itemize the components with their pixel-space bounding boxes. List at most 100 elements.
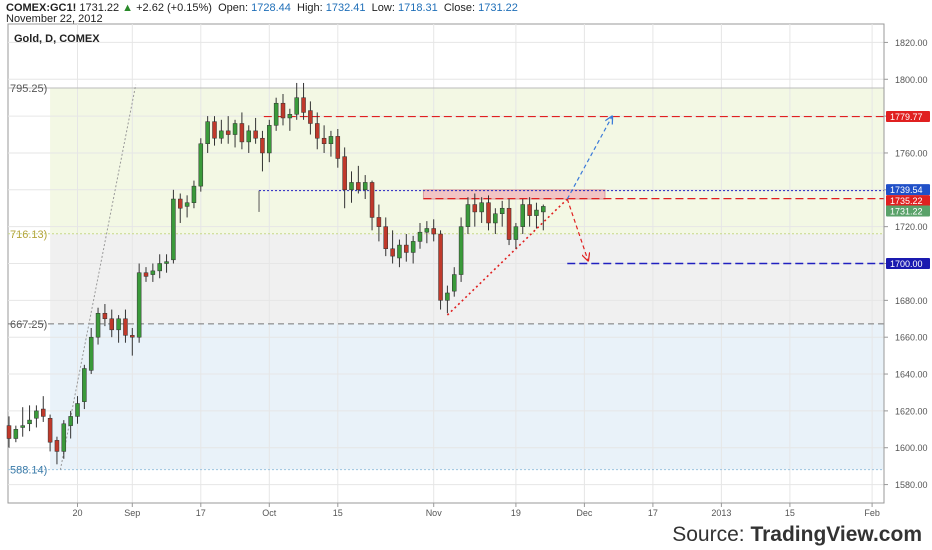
candle-body <box>61 423 67 452</box>
candle-body <box>506 207 512 240</box>
x-tick-label: Feb <box>864 508 880 518</box>
candle-body <box>362 182 368 191</box>
candle-body <box>205 121 210 145</box>
candle-body <box>527 204 532 216</box>
open-value: 1728.44 <box>251 2 291 14</box>
candle-body <box>328 136 334 144</box>
candle-body <box>136 272 142 338</box>
candle-body <box>184 202 190 207</box>
symbol-header: COMEX:GC1! 1731.22 ▲ +2.62 (+0.15%) Open… <box>6 2 518 14</box>
candle-body <box>301 97 306 113</box>
candle-body <box>465 204 471 227</box>
candle-body <box>410 241 416 253</box>
candle-body <box>472 204 478 213</box>
candle-body <box>164 261 169 264</box>
fib-level-label: 795.25) <box>10 83 47 95</box>
y-tick-label: 1660.00 <box>895 333 928 343</box>
candle-body <box>541 206 546 213</box>
candle-body <box>479 202 484 213</box>
source-brand: TradingView.com <box>750 523 922 546</box>
x-tick-label: 17 <box>196 508 206 518</box>
candle-body <box>198 143 204 187</box>
candle-body <box>397 244 402 259</box>
price-label-box <box>886 111 930 123</box>
candle-body <box>424 228 430 233</box>
candle-body <box>232 123 238 135</box>
candle-body <box>273 102 279 126</box>
source-credit: Source: TradingView.com <box>672 523 922 547</box>
source-prefix: Source: <box>672 523 751 546</box>
candle-body <box>376 217 382 227</box>
candle-body <box>534 209 539 216</box>
price-label-text: 1735.22 <box>890 196 923 206</box>
x-tick-label: 15 <box>333 508 343 518</box>
fib-trend-line <box>59 84 137 470</box>
x-tick-label: 15 <box>785 508 795 518</box>
fib-level-label: 588.14) <box>10 465 47 477</box>
candle-body <box>431 228 436 235</box>
candle-body <box>171 198 176 261</box>
y-tick-label: 1580.00 <box>895 480 928 490</box>
candle-body <box>68 416 73 426</box>
symbol-name: COMEX:GC1! <box>6 2 77 14</box>
candle-body <box>349 182 354 191</box>
price-label-box <box>886 205 930 217</box>
candle-body <box>267 125 272 154</box>
candle-body <box>383 226 388 250</box>
price-label-box <box>886 258 930 269</box>
candle-body <box>458 226 464 275</box>
candle-body <box>493 213 498 224</box>
candle-body <box>253 130 258 139</box>
candle-body <box>88 336 94 371</box>
candle-body <box>321 137 327 145</box>
candle-body <box>27 419 32 425</box>
candle-body <box>20 425 25 428</box>
candle-body <box>157 263 162 272</box>
fib-level-label: 716.13) <box>10 229 47 241</box>
bearish-arrow <box>566 198 588 260</box>
high-label: High: <box>297 2 323 14</box>
candle-body <box>404 244 409 253</box>
candle-body <box>287 114 293 119</box>
x-tick-label: Dec <box>576 508 593 518</box>
pane-title: Gold, D, COMEX <box>14 33 100 45</box>
candle-body <box>356 182 361 191</box>
x-tick-label: Nov <box>426 508 443 518</box>
candle-body <box>41 408 46 417</box>
candle-body <box>150 270 156 275</box>
change-up-icon: ▲ <box>122 2 134 14</box>
candle-body <box>82 368 87 402</box>
candle-body <box>95 312 101 338</box>
x-tick-label: 20 <box>72 508 82 518</box>
price-label-text: 1739.54 <box>890 185 923 195</box>
candle-body <box>445 292 450 301</box>
candle-body <box>47 418 53 443</box>
chart-date: November 22, 2012 <box>6 13 103 25</box>
y-tick-label: 1640.00 <box>895 370 928 380</box>
low-label: Low: <box>371 2 395 14</box>
open-label: Open: <box>218 2 249 14</box>
x-tick-label: Oct <box>262 508 277 518</box>
x-tick-label: 2013 <box>711 508 731 518</box>
x-tick-label: 19 <box>511 508 521 518</box>
fib-zone-lower <box>50 323 885 470</box>
price-label-text: 1731.22 <box>890 206 923 216</box>
candle-body <box>219 130 224 139</box>
candle-body <box>123 318 128 336</box>
x-tick-label: 17 <box>648 508 658 518</box>
candle-body <box>280 102 286 119</box>
candle-body <box>335 136 341 159</box>
candle-body <box>34 410 39 419</box>
candle-body <box>6 425 12 439</box>
candle-body <box>452 274 457 292</box>
fib-zone-middle <box>50 233 885 324</box>
candle-body <box>143 272 149 277</box>
y-tick-label: 1800.00 <box>895 75 928 85</box>
candle-body <box>13 429 19 439</box>
candle-body <box>294 97 299 115</box>
candle-body <box>308 110 313 124</box>
candle-body <box>109 318 114 331</box>
candle-body <box>178 198 183 209</box>
candle-body <box>191 185 197 203</box>
